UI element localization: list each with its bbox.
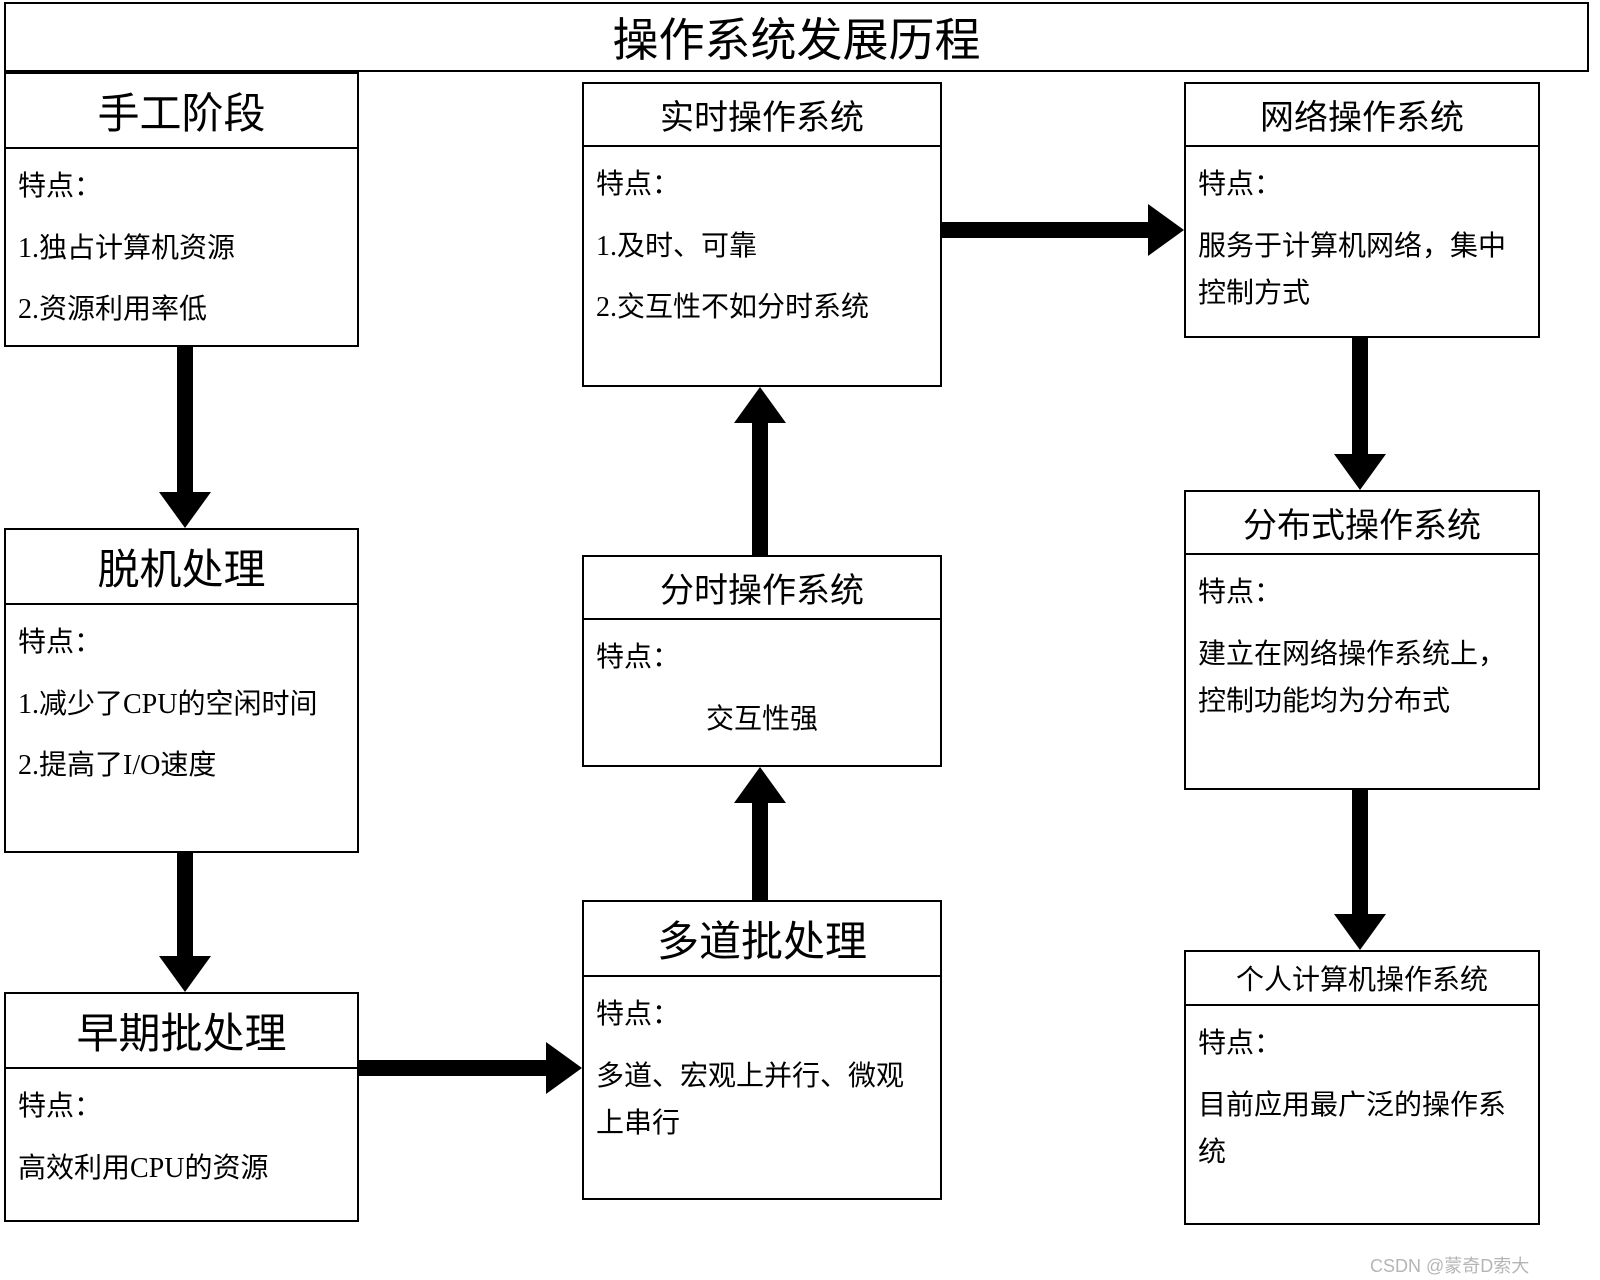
- diagram-canvas: 操作系统发展历程 手工阶段 特点： 1.独占计算机资源 2.资源利用率低 脱机处…: [0, 0, 1600, 1280]
- node-multi-batch-title: 多道批处理: [584, 902, 940, 977]
- line: 高效利用CPU的资源: [18, 1145, 345, 1193]
- node-early-batch-body: 特点： 高效利用CPU的资源: [6, 1069, 357, 1218]
- line: 建立在网络操作系统上，控制功能均为分布式: [1198, 631, 1526, 726]
- node-personal: 个人计算机操作系统 特点： 目前应用最广泛的操作系统: [1184, 950, 1540, 1225]
- node-realtime: 实时操作系统 特点： 1.及时、可靠 2.交互性不如分时系统: [582, 82, 942, 387]
- feat-label: 特点：: [1198, 161, 1526, 209]
- node-timeshare-title: 分时操作系统: [584, 557, 940, 620]
- feat-label: 特点：: [1198, 569, 1526, 617]
- feat-label: 特点：: [18, 163, 345, 211]
- feat-label: 特点：: [596, 634, 928, 682]
- node-multi-batch-body: 特点： 多道、宏观上并行、微观上串行: [584, 977, 940, 1174]
- line: 多道、宏观上并行、微观上串行: [596, 1053, 928, 1148]
- node-realtime-title: 实时操作系统: [584, 84, 940, 147]
- line: 2.资源利用率低: [18, 286, 345, 334]
- node-network-title: 网络操作系统: [1186, 84, 1538, 147]
- diagram-title-box: 操作系统发展历程: [4, 2, 1589, 72]
- line: 交互性强: [596, 696, 928, 744]
- diagram-title: 操作系统发展历程: [613, 4, 981, 70]
- line: 1.独占计算机资源: [18, 225, 345, 273]
- node-manual-body: 特点： 1.独占计算机资源 2.资源利用率低: [6, 149, 357, 360]
- line: 目前应用最广泛的操作系统: [1198, 1082, 1526, 1177]
- node-distributed-body: 特点： 建立在网络操作系统上，控制功能均为分布式: [1186, 555, 1538, 752]
- node-early-batch: 早期批处理 特点： 高效利用CPU的资源: [4, 992, 359, 1222]
- node-personal-title: 个人计算机操作系统: [1186, 952, 1538, 1006]
- feat-label: 特点：: [596, 991, 928, 1039]
- node-personal-body: 特点： 目前应用最广泛的操作系统: [1186, 1006, 1538, 1203]
- node-offline-body: 特点： 1.减少了CPU的空闲时间 2.提高了I/O速度: [6, 605, 357, 816]
- node-network: 网络操作系统 特点： 服务于计算机网络，集中控制方式: [1184, 82, 1540, 338]
- node-multi-batch: 多道批处理 特点： 多道、宏观上并行、微观上串行: [582, 900, 942, 1200]
- node-manual: 手工阶段 特点： 1.独占计算机资源 2.资源利用率低: [4, 72, 359, 347]
- line: 2.提高了I/O速度: [18, 742, 345, 790]
- node-distributed: 分布式操作系统 特点： 建立在网络操作系统上，控制功能均为分布式: [1184, 490, 1540, 790]
- line: 1.及时、可靠: [596, 223, 928, 271]
- line: 服务于计算机网络，集中控制方式: [1198, 223, 1526, 318]
- node-timeshare-body: 特点： 交互性强: [584, 620, 940, 769]
- feat-label: 特点：: [1198, 1020, 1526, 1068]
- node-timeshare: 分时操作系统 特点： 交互性强: [582, 555, 942, 767]
- node-network-body: 特点： 服务于计算机网络，集中控制方式: [1186, 147, 1538, 344]
- node-distributed-title: 分布式操作系统: [1186, 492, 1538, 555]
- watermark: CSDN @蒙奇D索大: [1370, 1252, 1529, 1278]
- feat-label: 特点：: [18, 1083, 345, 1131]
- line: 1.减少了CPU的空闲时间: [18, 681, 345, 729]
- feat-label: 特点：: [596, 161, 928, 209]
- node-offline: 脱机处理 特点： 1.减少了CPU的空闲时间 2.提高了I/O速度: [4, 528, 359, 853]
- line: 2.交互性不如分时系统: [596, 284, 928, 332]
- node-realtime-body: 特点： 1.及时、可靠 2.交互性不如分时系统: [584, 147, 940, 358]
- node-offline-title: 脱机处理: [6, 530, 357, 605]
- node-early-batch-title: 早期批处理: [6, 994, 357, 1069]
- node-manual-title: 手工阶段: [6, 74, 357, 149]
- feat-label: 特点：: [18, 619, 345, 667]
